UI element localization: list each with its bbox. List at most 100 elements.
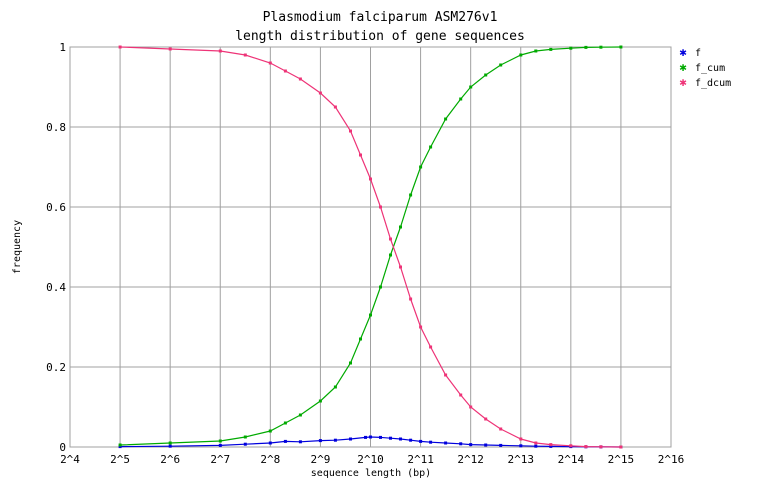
data-point: [218, 439, 222, 443]
data-point: [118, 45, 122, 49]
data-point: [419, 439, 423, 443]
data-point: [349, 129, 352, 133]
data-point: [619, 45, 623, 49]
y-tick-label: 0.2: [46, 361, 66, 374]
data-point: [519, 53, 523, 57]
data-point: [298, 77, 302, 81]
y-tick-label: 0.4: [46, 281, 66, 294]
series-line: [120, 436, 621, 448]
legend-item: ✱ f_cum: [679, 60, 725, 74]
y-tick-label: 0.6: [46, 201, 66, 214]
data-point: [359, 153, 362, 157]
plot-frame: [69, 46, 672, 448]
data-point: [318, 91, 322, 95]
data-point: [519, 444, 523, 448]
data-point: [283, 439, 287, 443]
data-point: [389, 237, 392, 241]
data-point: [298, 440, 302, 444]
legend-label: f_dcum: [695, 78, 731, 89]
x-tick-label: 2^5: [110, 453, 130, 466]
data-point: [399, 225, 402, 229]
data-point: [429, 145, 433, 149]
data-point: [333, 438, 337, 442]
data-point: [534, 49, 538, 53]
data-point: [459, 442, 463, 446]
data-point: [569, 46, 573, 50]
data-point: [499, 427, 503, 431]
legend-marker: ✱: [679, 45, 686, 59]
data-point: [243, 53, 247, 57]
data-point: [399, 265, 402, 269]
x-tick-label: 2^11: [407, 453, 434, 466]
data-point: [549, 47, 553, 51]
data-point: [349, 361, 352, 365]
data-point: [379, 435, 382, 439]
data-point: [268, 429, 272, 433]
x-tick-label: 2^4: [60, 453, 80, 466]
x-tick-label: 2^9: [310, 453, 330, 466]
data-point: [619, 445, 623, 449]
data-point: [499, 63, 503, 67]
data-point: [399, 437, 402, 441]
data-point: [419, 325, 423, 329]
legend-label: f_cum: [695, 63, 725, 74]
data-point: [283, 69, 287, 73]
series-line: [120, 46, 621, 446]
data-point: [584, 445, 588, 449]
series-f-dcum: [118, 45, 623, 449]
legend-item: ✱ f_dcum: [679, 75, 731, 89]
data-point: [599, 45, 603, 49]
y-tick-label: 0: [59, 441, 66, 454]
tick-labels: 2^4 2^5 2^6 2^7 2^8 2^9 2^10 2^11 2^12 2^13 2^14 2^…: [46, 41, 684, 466]
y-tick-label: 1: [59, 41, 66, 54]
data-point: [469, 443, 473, 447]
data-point: [318, 399, 322, 403]
data-point: [333, 105, 337, 109]
data-point: [369, 177, 372, 181]
data-point: [444, 441, 448, 445]
data-point: [549, 444, 553, 448]
data-point: [534, 444, 538, 448]
chart-title: Plasmodium falciparum ASM276v1: [263, 10, 498, 25]
data-point: [534, 441, 538, 445]
data-point: [283, 421, 287, 425]
data-point: [389, 253, 392, 257]
data-point: [484, 73, 488, 77]
data-point: [168, 441, 172, 445]
x-tick-label: 2^8: [260, 453, 280, 466]
legend-label: f: [695, 48, 701, 59]
data-point: [268, 441, 272, 445]
data-point: [549, 443, 553, 447]
data-point: [118, 445, 122, 449]
data-point: [243, 435, 247, 439]
data-point: [409, 297, 413, 301]
data-point: [584, 45, 588, 49]
x-tick-label: 2^15: [608, 453, 635, 466]
x-tick-label: 2^12: [457, 453, 484, 466]
chart-subtitle: length distribution of gene sequences: [235, 29, 525, 44]
x-tick-label: 2^16: [658, 453, 685, 466]
x-tick-label: 2^10: [357, 453, 384, 466]
x-tick-label: 2^13: [508, 453, 535, 466]
data-point: [444, 373, 448, 377]
grid: [69, 46, 672, 448]
data-point: [429, 345, 433, 349]
data-point: [379, 285, 382, 289]
x-tick-label: 2^14: [558, 453, 585, 466]
data-point: [444, 117, 448, 121]
data-point: [298, 413, 302, 417]
data-point: [268, 61, 272, 65]
data-point: [484, 443, 488, 447]
data-point: [429, 440, 433, 444]
data-point: [459, 97, 463, 101]
y-axis-label: frequency: [12, 220, 23, 274]
data-point: [218, 443, 222, 447]
data-point: [168, 444, 172, 448]
data-point: [318, 439, 322, 443]
legend: ✱ f✱ f_cum✱ f_dcum: [679, 45, 731, 89]
data-point: [364, 435, 367, 439]
legend-marker: ✱: [679, 75, 686, 89]
data-point: [409, 438, 413, 442]
axes: [69, 46, 672, 448]
